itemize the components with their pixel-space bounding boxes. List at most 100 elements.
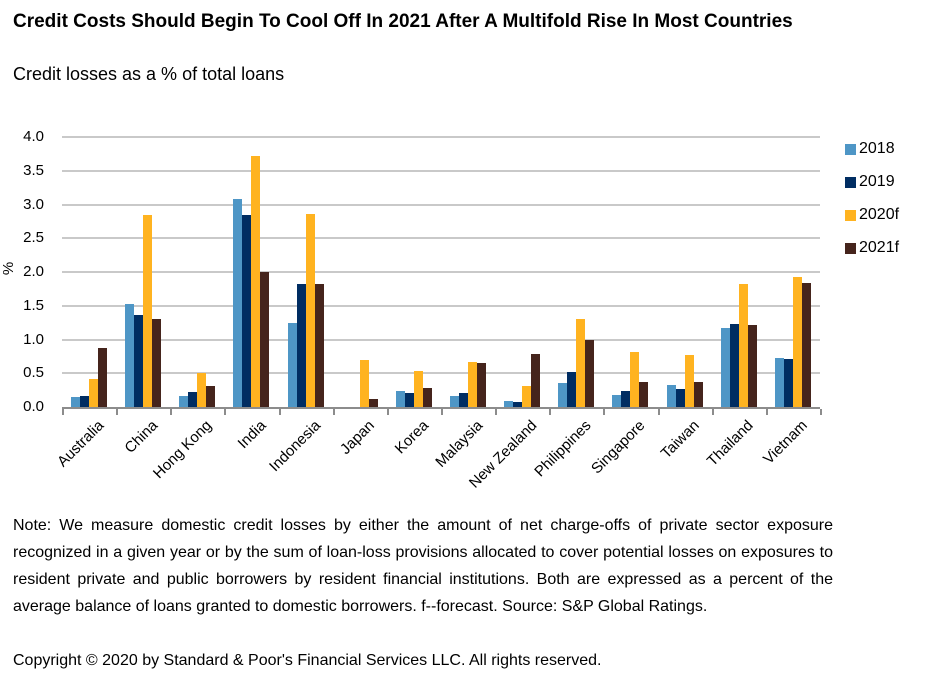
bar-2021f [314,284,324,407]
legend-swatch [845,242,856,254]
bar-2019 [567,371,577,407]
bar-2021f [585,339,595,407]
axis-tick [711,409,714,415]
chart-title: Credit Costs Should Begin To Cool Off In… [13,11,793,32]
x-tick-label: Taiwan [657,417,703,463]
axis-tick [224,409,227,415]
bar-group: Taiwan [658,137,712,462]
y-tick-label: 2.0 [23,263,44,280]
bar-group: Malaysia [432,137,495,471]
gridline [62,169,820,172]
footnote: Note: We measure domestic credit losses … [13,517,833,615]
plot-groups: Australia China Hong Kong India Indonesia Jap… [54,137,820,492]
bar-2019 [188,392,198,407]
bar-2019 [80,395,90,407]
x-tick-label: India [234,417,270,453]
x-tick-label: Indonesia [265,417,324,476]
bar-group: India [224,137,278,452]
bar-2018 [395,390,405,407]
axis-tick [603,409,606,415]
gridline [62,136,820,138]
bar-2020f [251,155,261,407]
bar-2021f [260,272,270,407]
bar-2021f [801,283,811,407]
bar-2021f [422,388,432,407]
bar-2021f [639,382,649,407]
bar-2021f [152,318,162,407]
axis-tick [495,409,498,415]
bar-2018 [233,199,243,407]
gridline [62,237,820,240]
bar-group: New Zealand [466,137,549,492]
x-tick-label: Hong Kong [150,417,216,483]
bar-2019 [242,214,252,407]
x-tick-label: Japan [336,417,378,458]
axis-tick [657,409,660,415]
legend-swatch [845,209,856,221]
bar-2021f [477,363,487,407]
y-axis-labels: 0.0 0.5 1.0 1.5 2.0 2.5 3.0 3.5 4.0 [0,128,54,415]
bar-2021f [368,398,378,407]
axis-tick [549,409,552,415]
bar-2018 [666,384,676,407]
bar-2020f [522,386,532,407]
y-tick-label: 3.0 [23,195,44,213]
legend-label: 2018 [859,140,895,157]
bar-group: Singapore [588,137,657,477]
bar-2020f [576,318,586,407]
bar-2020f [792,277,802,407]
bar-2019 [134,315,144,407]
bar-group: Philippines [531,137,603,480]
y-tick-label: 3.5 [23,161,44,179]
bar-2019 [621,391,631,407]
x-tick-label: China [121,417,162,457]
bar-group: Australia [54,137,116,470]
bar-group: Thailand [704,137,766,470]
bar-2019 [404,392,414,407]
legend-item: 2019 [845,173,899,191]
legend-item: 2018 [845,140,899,158]
y-tick-label: 1.0 [23,330,44,348]
x-tick-label: Thailand [704,417,757,470]
x-tick-label: Australia [53,417,108,471]
bar-2018 [558,383,568,407]
y-tick-label: 0.5 [23,364,44,382]
bar-2018 [125,303,135,407]
copyright: Copyright © 2020 by Standard & Poor's Fi… [13,652,602,669]
legend-label: 2019 [859,173,895,190]
bar-2018 [71,396,81,407]
bar-2018 [720,328,730,407]
bar-2021f [693,382,703,407]
legend-label: 2021f [859,239,900,256]
x-tick-label: Vietnam [760,417,811,468]
chart: % 0.0 0.5 1.0 1.5 2.0 2.5 3.0 3.5 4.0 Australia C… [0,128,932,497]
bar-2020f [305,213,315,407]
x-tick-label: Philippines [531,417,595,481]
x-tick-label: Malaysia [432,417,487,471]
bar-group: Japan [333,137,387,458]
bar-2018 [612,394,622,407]
x-tick-label: Singapore [588,417,649,478]
bar-2021f [531,353,541,407]
axis-tick [116,409,119,415]
bar-group: Indonesia [266,137,333,475]
y-tick-label: 2.5 [23,229,44,247]
bar-2020f [359,359,369,407]
axis-tick [441,409,443,415]
gridline [62,203,820,206]
legend-swatch [845,176,856,188]
bar-2018 [504,400,514,407]
bar-group: Hong Kong [150,137,224,482]
y-tick-label: 0.0 [23,398,44,415]
bar-2018 [179,396,189,407]
axis-tick [332,409,335,415]
legend-swatch [845,143,856,155]
bar-2020f [630,351,640,407]
bar-2020f [413,371,423,407]
bar-2020f [89,379,99,407]
gridline [62,304,820,307]
bar-2021f [747,325,757,407]
axis-tick [386,409,389,415]
bar-2020f [738,284,748,407]
bar-group: China [116,137,170,457]
